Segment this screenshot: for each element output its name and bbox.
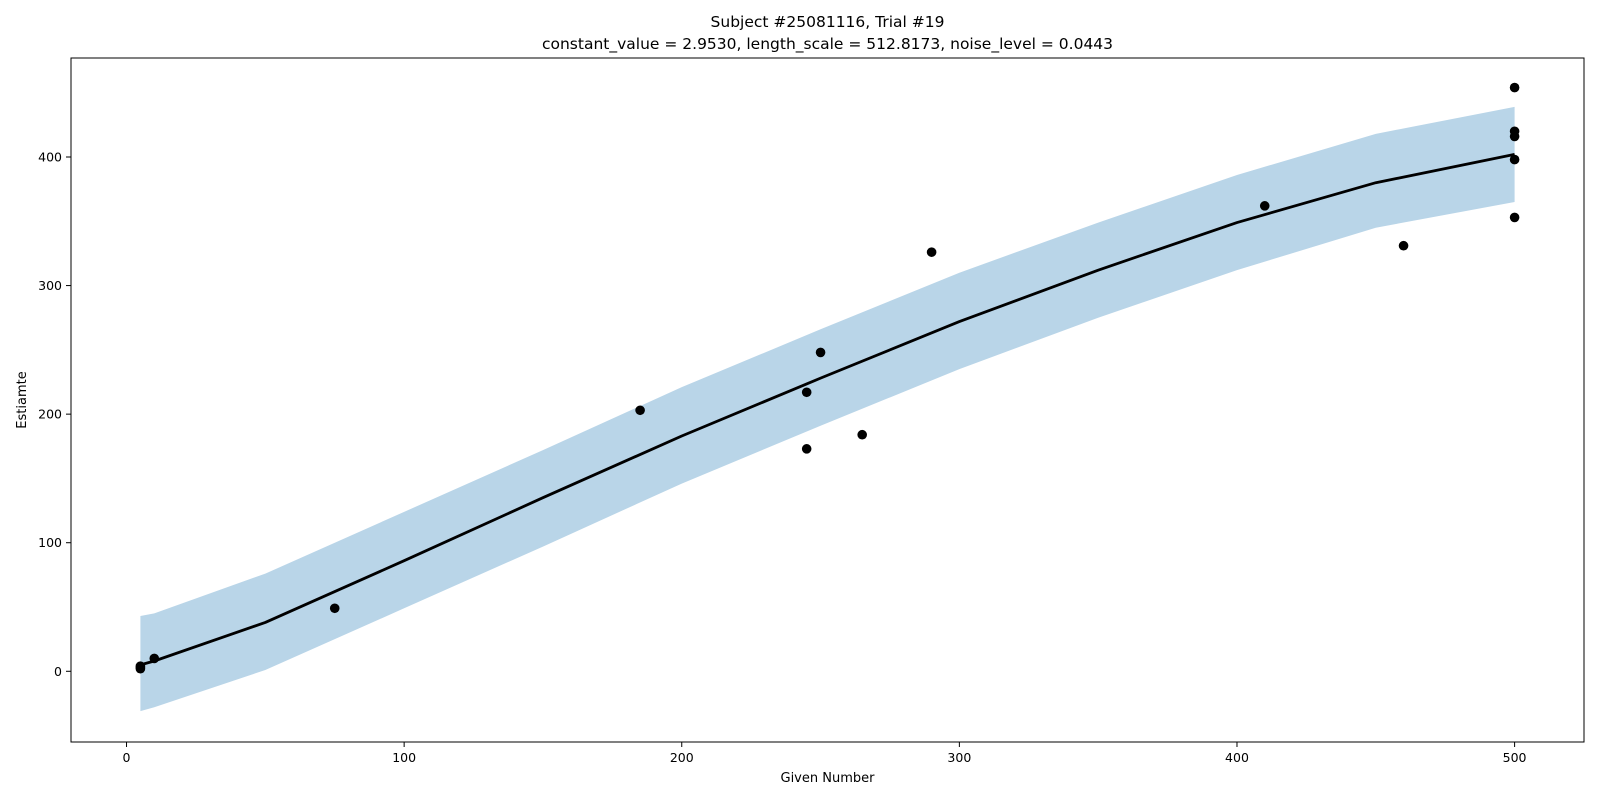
y-axis: 0 100 200 300 400 <box>38 150 71 679</box>
data-point <box>1398 240 1409 251</box>
y-tick-label: 0 <box>54 664 62 679</box>
data-point <box>857 429 867 440</box>
x-axis: 0 100 200 300 400 500 <box>123 742 1527 765</box>
y-tick-label: 100 <box>38 535 62 550</box>
data-point <box>1259 201 1270 211</box>
data-point <box>1509 212 1520 223</box>
data-point <box>815 347 826 358</box>
data-point <box>329 603 340 614</box>
data-point <box>801 387 812 398</box>
y-tick-label: 400 <box>38 150 62 165</box>
data-point <box>1509 131 1520 142</box>
points-layer <box>135 82 1520 674</box>
data-point <box>135 661 146 671</box>
chart-subtitle: constant_value = 2.9530, length_scale = … <box>542 35 1113 54</box>
x-tick-label: 400 <box>1225 750 1249 765</box>
mean-curve-line <box>140 153 1515 667</box>
data-point <box>1509 82 1520 93</box>
plot-area-frame <box>70 57 1585 743</box>
x-tick-label: 0 <box>123 750 131 765</box>
mean-curve-layer <box>140 153 1515 667</box>
data-point <box>926 247 937 257</box>
confidence-band-layer <box>140 106 1515 712</box>
x-tick-label: 500 <box>1503 750 1527 765</box>
data-point <box>801 444 812 454</box>
x-axis-label: Given Number <box>781 771 876 786</box>
y-tick-label: 300 <box>38 278 62 293</box>
data-point <box>149 653 160 664</box>
confidence-band <box>140 106 1515 712</box>
data-point <box>635 405 645 416</box>
data-point <box>1509 154 1520 165</box>
x-tick-label: 100 <box>392 750 416 765</box>
y-axis-label: Estiamte <box>15 371 30 428</box>
chart-title: Subject #25081116, Trial #19 <box>711 13 945 31</box>
x-tick-label: 200 <box>670 750 694 765</box>
x-tick-label: 300 <box>947 750 971 765</box>
y-tick-label: 200 <box>38 407 62 422</box>
